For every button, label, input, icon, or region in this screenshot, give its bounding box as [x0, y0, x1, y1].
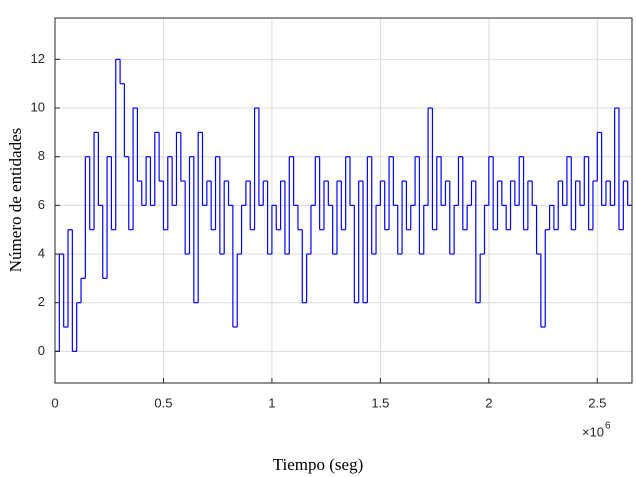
axes-box — [54, 17, 633, 384]
y-axis-label: Número de entidades — [6, 128, 25, 272]
ticks: 0 2 4 6 8 10 12 0 0.5 1 1.5 2 2.5 — [31, 51, 607, 411]
plot-area — [55, 18, 632, 383]
series — [55, 58, 632, 352]
x-tick-label: 1 — [268, 395, 275, 410]
x-tick-label: 2.5 — [588, 395, 606, 410]
x-tick-label: 0 — [51, 395, 58, 410]
x-multiplier: ×10 — [582, 424, 604, 439]
x-exponent: 6 — [605, 421, 611, 432]
y-tick-label: 2 — [38, 294, 45, 309]
y-tick-label: 12 — [31, 51, 45, 66]
x-tick-label: 2 — [485, 395, 492, 410]
y-tick-label: 0 — [38, 343, 45, 358]
y-tick-label: 6 — [38, 197, 45, 212]
y-tick-label: 10 — [31, 99, 45, 114]
x-axis-label: Tiempo (seg) — [273, 455, 364, 474]
x-tick-label: 0.5 — [154, 395, 172, 410]
y-tick-label: 4 — [38, 245, 45, 260]
y-tick-label: 8 — [38, 148, 45, 163]
x-tick-label: 1.5 — [371, 395, 389, 410]
